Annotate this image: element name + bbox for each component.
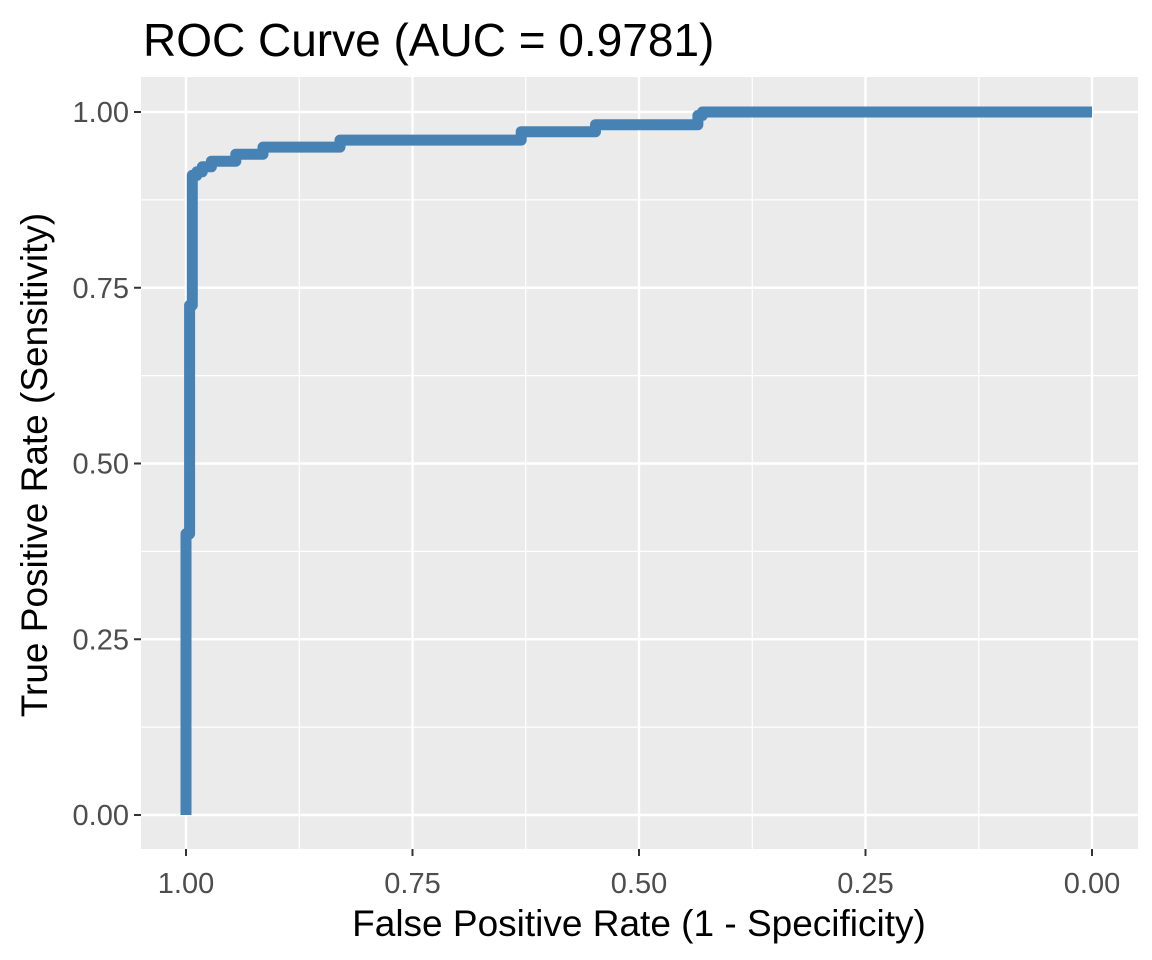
ticks-layer: 1.00 0.75 0.50 0.25 0.00 0.00 0.25 0.50 0.75 1.00 xyxy=(73,97,1121,900)
y-tick-label: 1.00 xyxy=(73,97,129,129)
y-tick-label: 0.75 xyxy=(73,273,129,305)
x-tick-label: 0.75 xyxy=(384,868,440,900)
x-axis-title: False Positive Rate (1 - Specificity) xyxy=(352,903,926,944)
y-axis-title: True Positive Rate (Sensitivity) xyxy=(14,213,55,717)
x-tick-label: 1.00 xyxy=(158,868,214,900)
grid-major xyxy=(141,77,1138,849)
chart-title: ROC Curve (AUC = 0.9781) xyxy=(143,14,714,66)
series-layer xyxy=(180,106,1092,815)
x-tick-label: 0.50 xyxy=(611,868,667,900)
x-tick-label: 0.00 xyxy=(1064,868,1120,900)
y-tick-label: 0.50 xyxy=(73,449,129,481)
roc-series-line xyxy=(180,106,1092,815)
y-tick-label: 0.25 xyxy=(73,624,129,656)
x-tick-label: 0.25 xyxy=(837,868,893,900)
y-tick-label: 0.00 xyxy=(73,800,129,832)
